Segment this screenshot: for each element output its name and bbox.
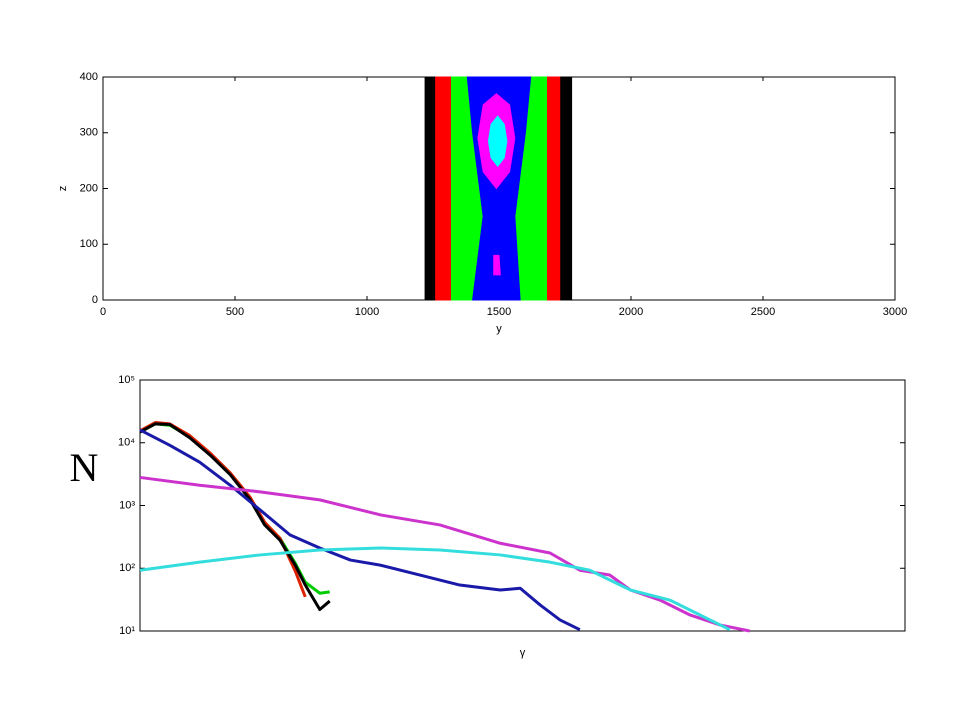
y-tick-label: 10²: [119, 562, 135, 574]
y-tick-label: 200: [80, 182, 98, 194]
x-tick-label: 1000: [355, 306, 379, 318]
x-axis-label: γ: [520, 647, 526, 659]
y-tick-label: 10¹: [119, 625, 135, 637]
x-tick-label: 1500: [487, 306, 511, 318]
region: [487, 115, 508, 168]
y-tick-label: 100: [80, 238, 98, 250]
x-tick-label: 2000: [619, 306, 643, 318]
x-tick-label: 3000: [883, 306, 907, 318]
line-series: [139, 428, 581, 632]
x-tick-label: 500: [226, 306, 244, 318]
y-tick-label: 400: [80, 71, 98, 83]
y-tick-label: 0: [92, 294, 98, 306]
line-series: [139, 421, 307, 598]
x-axis-label: y: [496, 323, 502, 335]
region: [493, 254, 501, 276]
line-series: [139, 422, 331, 612]
y-tick-label: 10⁴: [118, 437, 135, 449]
line-series: [139, 546, 731, 632]
y-tick-label: 300: [80, 127, 98, 139]
line-series: [139, 475, 751, 633]
y-tick-label: 10⁵: [118, 374, 135, 386]
y-tick-label: 10³: [119, 499, 135, 511]
x-tick-label: 2500: [751, 306, 775, 318]
x-tick-label: 0: [100, 306, 106, 318]
y-axis-label: z: [57, 186, 69, 192]
y-axis-label: N: [70, 445, 99, 490]
